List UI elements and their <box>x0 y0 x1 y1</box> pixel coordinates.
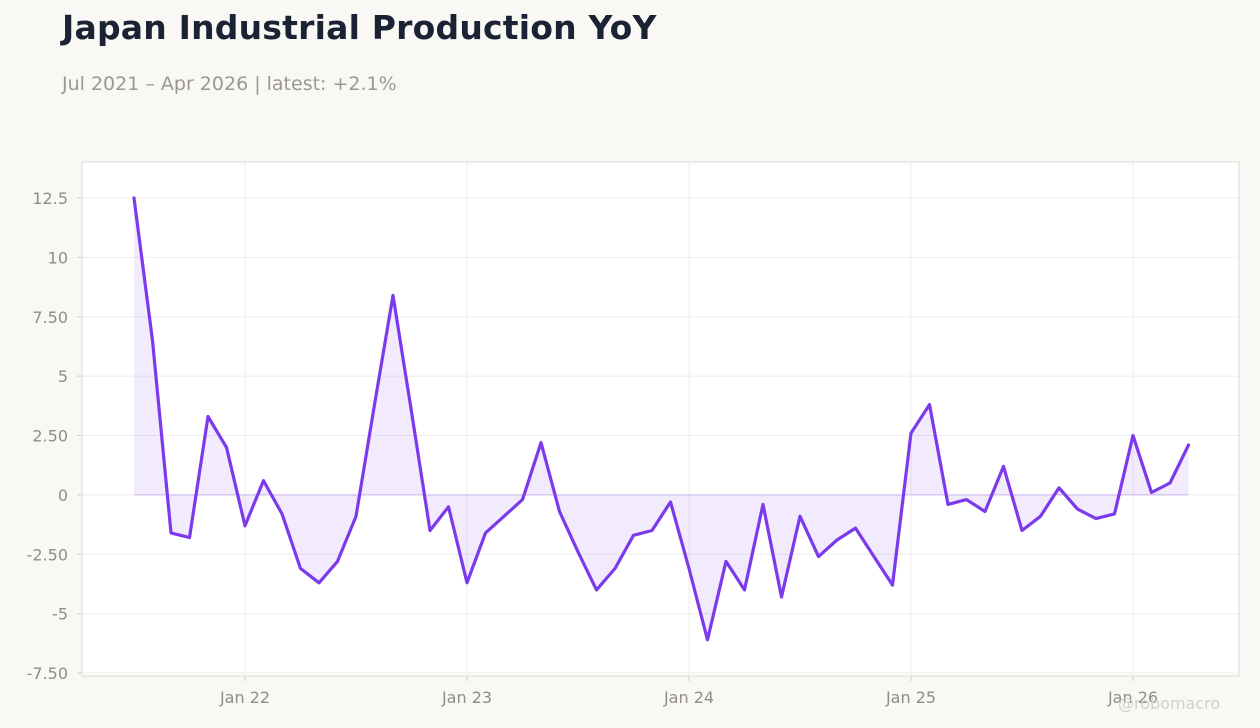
y-tick-label: 7.50 <box>32 308 68 327</box>
y-tick-label: -7.50 <box>27 664 68 683</box>
y-tick-label: 12.5 <box>32 189 68 208</box>
y-tick-label: -5 <box>52 605 68 624</box>
x-axis: Jan 22 Jan 23 Jan 24 Jan 25 Jan 26 <box>219 676 1158 707</box>
series-line <box>132 196 1191 642</box>
x-tick-label: Jan 25 <box>885 688 936 707</box>
grid-lines <box>82 162 1239 676</box>
y-axis: 12.5 10 7.50 5 2.50 0 -2.50 -5 -7.50 <box>27 189 82 683</box>
y-tick-label: -2.50 <box>27 545 68 564</box>
chart-subtitle: Jul 2021 – Apr 2026 | latest: +2.1% <box>62 73 397 95</box>
watermark: @robomacro <box>1118 694 1221 713</box>
chart-title: Japan Industrial Production YoY <box>62 8 657 47</box>
y-tick-label: 10 <box>48 248 68 267</box>
y-tick-label: 2.50 <box>32 427 68 446</box>
x-tick-label: Jan 24 <box>663 688 714 707</box>
x-tick-label: Jan 23 <box>441 688 492 707</box>
x-tick-label: Jan 26 <box>1107 688 1158 707</box>
y-tick-label: 0 <box>58 486 68 505</box>
plot-area <box>81 161 1240 677</box>
line-layer <box>132 196 1191 642</box>
y-tick-label: 5 <box>58 367 68 386</box>
x-tick-label: Jan 22 <box>219 688 270 707</box>
